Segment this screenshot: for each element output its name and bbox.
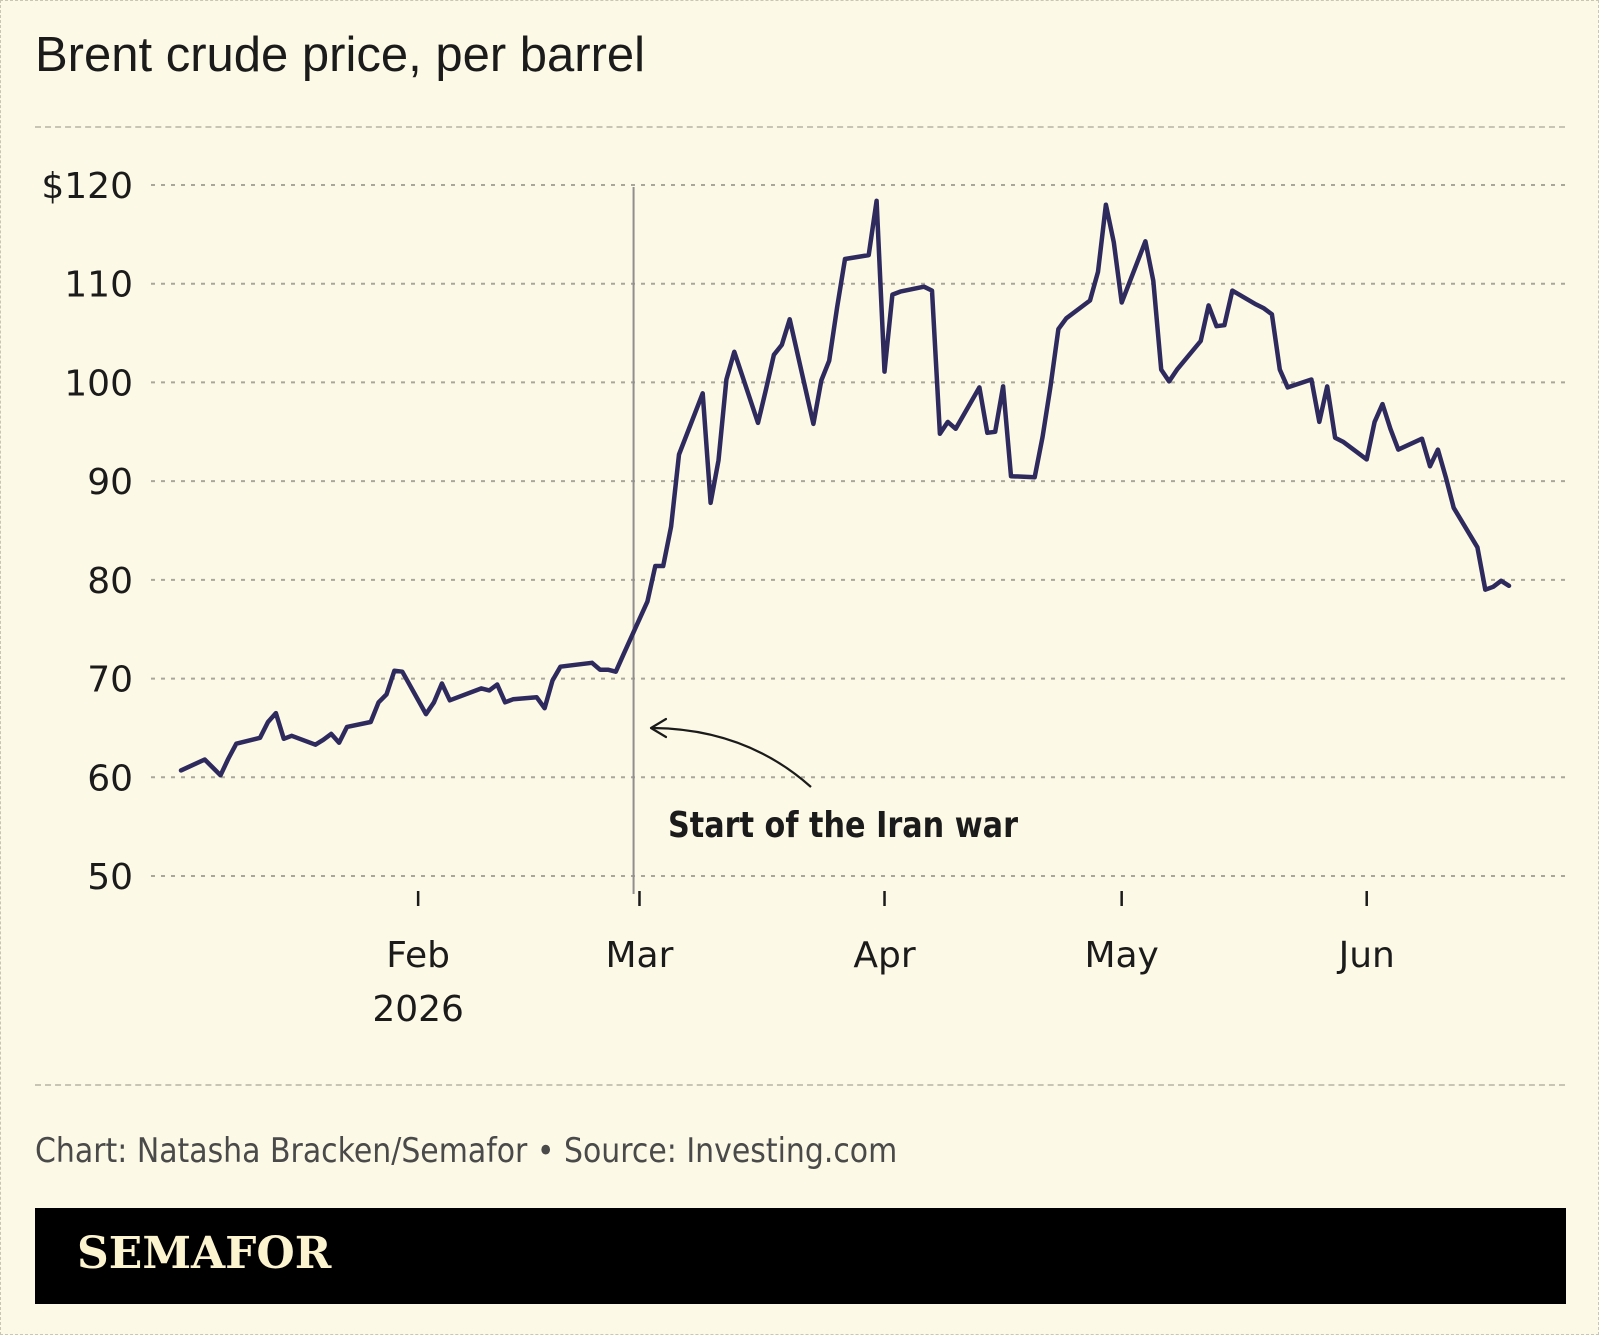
y-tick-label: 50 (87, 857, 133, 898)
chart-title: Brent crude price, per barrel (35, 28, 646, 82)
y-tick-label: 110 (64, 265, 133, 306)
annotation-arrow (652, 726, 812, 788)
top-divider (35, 126, 1565, 128)
y-tick-label: 90 (87, 462, 133, 503)
chart-plot: $120 110 100 90 80 70 60 50 Feb 2026 Mar Apr May Jun… (41, 166, 1566, 1030)
y-tick-label: 80 (87, 561, 133, 602)
x-axis-ticks: Feb 2026 Mar Apr May Jun (372, 891, 1395, 1030)
bottom-divider (35, 1084, 1565, 1086)
y-tick-label: 70 (87, 660, 133, 701)
y-tick-label: 100 (64, 363, 133, 404)
chart-credit: Chart: Natasha Bracken/Semafor • Source:… (35, 1131, 898, 1171)
y-tick-label: 60 (87, 758, 133, 799)
x-tick-label: Mar (606, 935, 674, 976)
x-tick-sublabel: 2026 (372, 989, 464, 1030)
annotation-arrowhead (649, 717, 668, 739)
brand-bar: SEMAFOR (35, 1208, 1566, 1304)
brand-logo: SEMAFOR (77, 1228, 332, 1279)
annotation-label: Start of the Iran war (668, 805, 1018, 846)
gridlines (151, 184, 1566, 877)
price-line (178, 198, 1512, 778)
x-tick-label: Jun (1337, 935, 1395, 976)
y-axis-ticks: $120 110 100 90 80 70 60 50 (41, 166, 133, 898)
y-tick-label: $120 (41, 166, 133, 207)
x-tick-label: May (1084, 935, 1158, 976)
x-tick-label: Apr (853, 935, 915, 976)
event-annotation: Start of the Iran war (632, 187, 1018, 894)
x-tick-label: Feb (386, 935, 450, 976)
price-series (178, 198, 1512, 778)
